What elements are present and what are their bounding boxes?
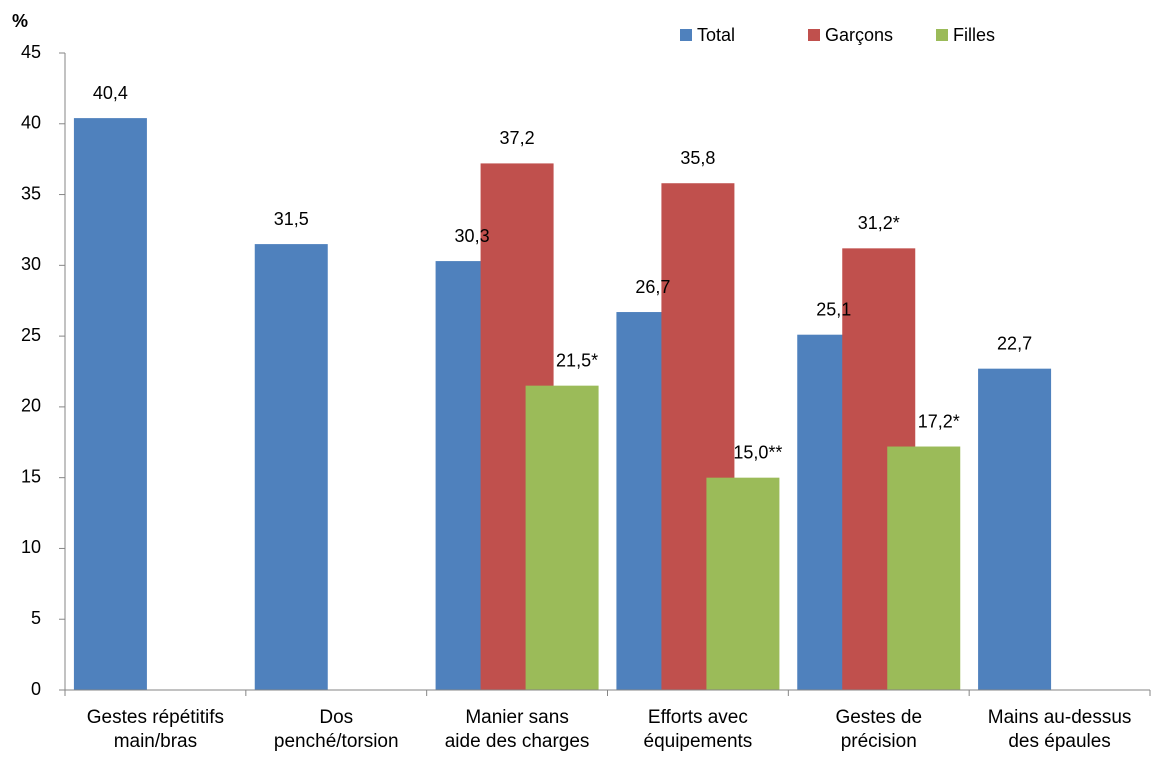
legend-swatch [680, 29, 692, 41]
y-tick-label: 30 [21, 254, 41, 274]
x-tick-label: Efforts avec équipements [643, 707, 753, 752]
x-tick-label: Manier sans aide des charges [444, 707, 590, 752]
legend-label: Garçons [825, 25, 893, 45]
legend-label: Total [697, 25, 735, 45]
bar [254, 244, 328, 690]
x-tick-label: Gestes de précision [835, 707, 923, 752]
y-tick-label: 40 [21, 113, 41, 133]
value-label: 17,2* [918, 411, 960, 431]
legend-swatch [808, 29, 820, 41]
value-label: 21,5* [556, 350, 598, 370]
value-label: 40,4 [93, 83, 128, 103]
y-axis-label: % [12, 11, 28, 31]
value-label: 37,2 [500, 128, 535, 148]
legend-label: Filles [953, 25, 995, 45]
x-tick-label: Mains au-dessus des épaules [987, 707, 1132, 752]
value-label: 31,5 [274, 209, 309, 229]
y-tick-label: 20 [21, 396, 41, 416]
x-tick-label: Gestes répétitifs main/bras [86, 707, 225, 752]
y-tick-label: 25 [21, 325, 41, 345]
bar [978, 368, 1052, 690]
bar [887, 446, 961, 690]
bar [706, 477, 780, 690]
value-label: 35,8 [680, 148, 715, 168]
value-label: 31,2* [858, 213, 900, 233]
y-tick-label: 15 [21, 466, 41, 486]
x-tick-label: Dos penché/torsion [273, 707, 399, 752]
y-tick-label: 35 [21, 183, 41, 203]
value-label: 30,3 [455, 226, 490, 246]
value-label: 25,1 [816, 299, 851, 319]
y-tick-label: 0 [31, 679, 41, 699]
value-label: 15,0** [733, 442, 782, 462]
bar [525, 385, 599, 690]
value-label: 22,7 [997, 333, 1032, 353]
y-tick-label: 45 [21, 42, 41, 62]
value-label: 26,7 [635, 277, 670, 297]
legend-swatch [936, 29, 948, 41]
bar [73, 118, 147, 691]
y-tick-label: 5 [31, 608, 41, 628]
y-tick-label: 10 [21, 537, 41, 557]
